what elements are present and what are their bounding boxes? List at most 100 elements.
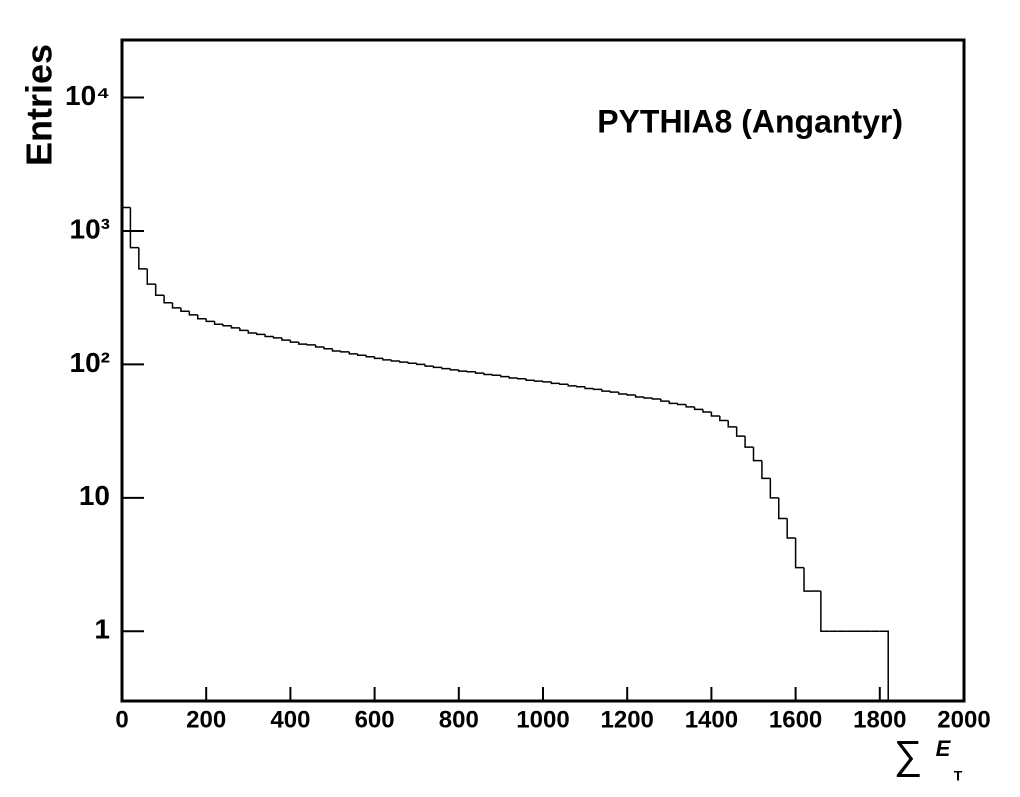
histogram-bin (441, 367, 451, 370)
histogram-bin (399, 361, 409, 363)
histogram-bin (710, 411, 720, 417)
histogram-bin (727, 420, 737, 428)
x-tick-label: 600 (355, 706, 395, 733)
histogram-bin (786, 518, 796, 539)
histogram-bin (491, 374, 501, 376)
histogram-bin (390, 359, 400, 362)
histogram-bin (803, 567, 813, 592)
histogram-bin (609, 391, 619, 393)
histogram-bin (289, 340, 299, 343)
x-axis-label-symbol: ∑ (894, 734, 923, 778)
histogram-bin (634, 394, 645, 398)
histogram-bin (525, 378, 535, 382)
x-tick-label: 800 (439, 706, 479, 733)
histogram-bin (761, 460, 771, 480)
y-tick-label: 10 (79, 480, 110, 511)
histogram-bin (719, 416, 729, 422)
histogram-bin (778, 497, 788, 520)
histogram-bin (415, 363, 426, 366)
histogram-bin (239, 327, 249, 332)
histogram-bin (449, 368, 459, 371)
histogram-bin (584, 386, 594, 390)
histogram-bin (575, 385, 586, 388)
histogram-bin (567, 384, 577, 387)
histogram-bin (542, 381, 552, 383)
histogram-bin (668, 401, 678, 405)
histogram-bin (407, 362, 417, 364)
y-tick-label: 10² (70, 347, 110, 378)
histogram-bin (820, 591, 830, 632)
y-tick-label: 10⁴ (65, 80, 110, 111)
histogram-bin (516, 378, 527, 380)
histogram-bin (769, 478, 779, 499)
histogram-bin (365, 355, 375, 358)
histogram-bin (559, 383, 569, 385)
histogram-bin (230, 325, 240, 329)
histogram-bin (129, 207, 139, 249)
histogram-bin (601, 389, 611, 392)
histogram-bin (466, 371, 476, 373)
histogram-bin (205, 318, 215, 323)
histogram-bin (138, 247, 148, 270)
histogram-bin (474, 371, 485, 374)
y-axis-label: Entries (19, 44, 60, 166)
histogram-bin (660, 399, 670, 402)
histogram-bin (424, 364, 434, 367)
histogram-bin (272, 336, 282, 339)
histogram-bin (458, 369, 468, 372)
histogram-bin (744, 436, 754, 448)
histogram-bin (382, 358, 392, 361)
histogram-bin (500, 375, 510, 378)
x-tick-label: 1000 (516, 706, 569, 733)
histogram-bin (676, 403, 687, 406)
histogram-bin (626, 393, 636, 396)
histogram-bin (533, 380, 543, 382)
x-tick-label: 200 (186, 706, 226, 733)
x-tick-label: 2000 (937, 706, 990, 733)
histogram-bin (188, 311, 198, 316)
histogram-bin (264, 334, 274, 338)
histogram-bin (373, 356, 384, 360)
histogram-bin (685, 404, 695, 408)
x-tick-label: 1600 (769, 706, 822, 733)
y-tick-label: 10³ (70, 213, 110, 244)
histogram-bin (508, 376, 518, 379)
histogram-bin (879, 630, 889, 701)
x-tick-label: 1800 (853, 706, 906, 733)
x-tick-label: 0 (115, 706, 128, 733)
histogram-bin (154, 284, 165, 296)
histogram-bin (213, 321, 224, 325)
x-axis-label-variable: E (936, 736, 952, 761)
histogram-bin (247, 330, 257, 334)
histogram-bin (348, 351, 358, 355)
histogram-bin (702, 409, 712, 413)
histogram-bin (483, 373, 493, 376)
histogram-bin (643, 396, 653, 399)
histogram-bin (146, 268, 156, 285)
histogram-bin (340, 351, 350, 353)
histogram-bin (323, 347, 333, 350)
histogram-bin (592, 388, 602, 391)
histogram-bin (306, 344, 316, 346)
histogram-bin (163, 295, 173, 304)
histogram-bin (331, 348, 341, 352)
histogram-bin (794, 537, 805, 569)
histogram-bin (735, 426, 746, 437)
histogram-bin (550, 381, 560, 385)
histogram-bin (281, 337, 291, 341)
histogram-bin (314, 344, 325, 348)
histogram-bin (222, 324, 232, 327)
y-tick-label: 1 (94, 614, 110, 645)
histogram-bin (357, 353, 367, 357)
histogram-bin (171, 302, 181, 309)
histogram-bin (180, 307, 190, 313)
histogram-bin (197, 314, 207, 320)
histogram-bin (752, 447, 762, 462)
x-tick-label: 1400 (685, 706, 738, 733)
x-tick-label: 400 (270, 706, 310, 733)
x-tick-label: 1200 (601, 706, 654, 733)
histogram-bin (651, 397, 661, 400)
histogram-bin (255, 332, 266, 336)
